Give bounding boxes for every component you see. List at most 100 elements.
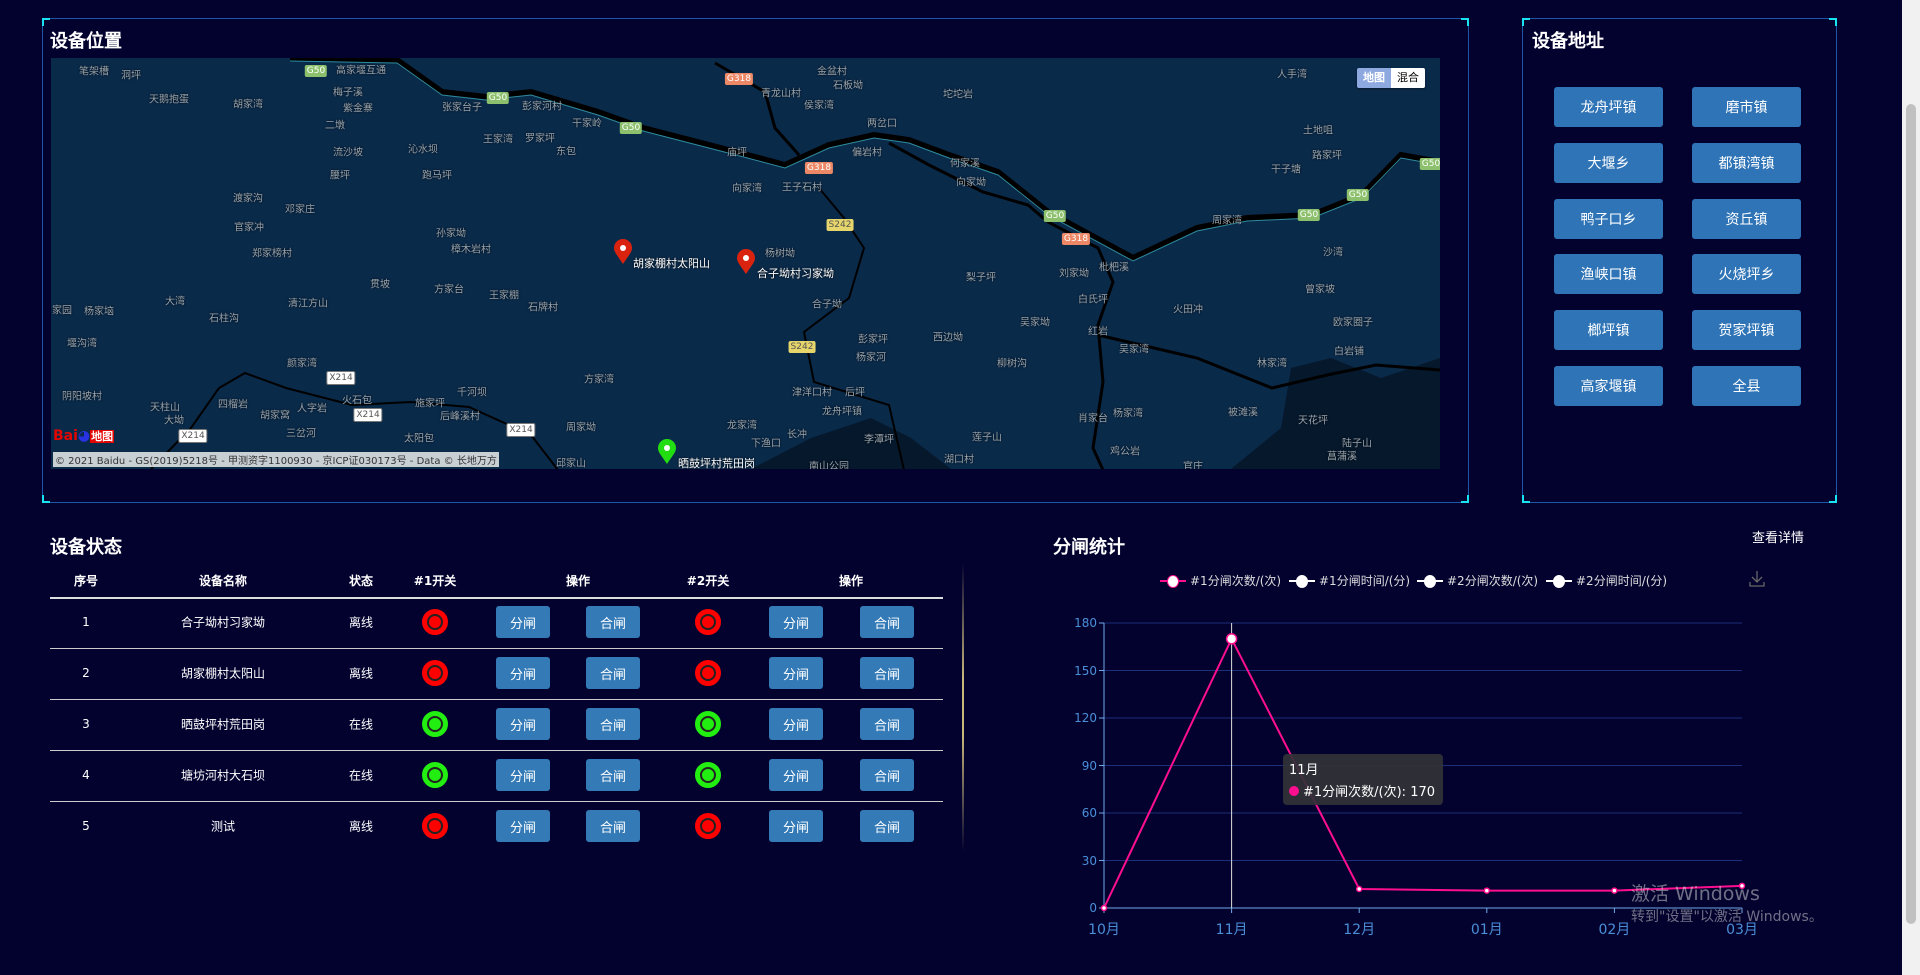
map-place-label: 沙湾 bbox=[1323, 247, 1343, 259]
data-point[interactable] bbox=[1738, 882, 1746, 890]
switch1-close-button[interactable]: 合闸 bbox=[586, 657, 640, 689]
switch1-close-button[interactable]: 合闸 bbox=[586, 708, 640, 740]
map-marker-label[interactable]: 胡家棚村太阳山 bbox=[633, 257, 710, 270]
row-device-name: 塘坊河村大石坝 bbox=[180, 768, 266, 783]
legend-label: #2分闸时间/(分) bbox=[1576, 574, 1668, 588]
row-index: 3 bbox=[82, 717, 90, 731]
row-divider bbox=[50, 648, 943, 649]
road-shield: G50 bbox=[486, 92, 510, 104]
map-place-label: 官家冲 bbox=[234, 222, 264, 234]
switch2-close-button[interactable]: 合闸 bbox=[860, 606, 914, 638]
map-place-label: 梨子坪 bbox=[966, 272, 996, 284]
switch1-open-button[interactable]: 分闸 bbox=[496, 657, 550, 689]
legend-item[interactable]: #1分闸时间/(分) bbox=[1289, 572, 1410, 589]
switch1-open-button[interactable]: 分闸 bbox=[496, 759, 550, 791]
map-place-label: 阴阳坡村 bbox=[62, 391, 102, 403]
switch2-close-button[interactable]: 合闸 bbox=[860, 657, 914, 689]
map-place-label: 鸡公岩 bbox=[1110, 446, 1140, 458]
address-button[interactable]: 鸭子口乡 bbox=[1554, 198, 1663, 239]
switch2-open-button[interactable]: 分闸 bbox=[769, 810, 823, 842]
switch1-close-button[interactable]: 合闸 bbox=[586, 759, 640, 791]
x-tick-label: 01月 bbox=[1470, 922, 1503, 938]
data-point[interactable] bbox=[1483, 887, 1491, 894]
col-header-action1: 操作 bbox=[565, 574, 591, 588]
map-place-label: 彭家坪 bbox=[858, 334, 888, 346]
map-place-label: 两岔口 bbox=[867, 118, 897, 130]
address-button[interactable]: 资丘镇 bbox=[1692, 198, 1801, 239]
switch1-close-button[interactable]: 合闸 bbox=[586, 810, 640, 842]
legend-item[interactable]: #1分闸次数/(次) bbox=[1160, 572, 1281, 589]
legend-item[interactable]: #2分闸次数/(次) bbox=[1417, 572, 1538, 589]
switch-indicator-sw1 bbox=[422, 609, 448, 635]
switch2-open-button[interactable]: 分闸 bbox=[769, 708, 823, 740]
map-place-label: 合子坳 bbox=[812, 299, 842, 311]
map-place-label: 金盆村 bbox=[817, 66, 847, 78]
map-type-map[interactable]: 地图 bbox=[1357, 68, 1391, 88]
map-place-label: 二墩 bbox=[325, 120, 345, 132]
address-button[interactable]: 大堰乡 bbox=[1554, 142, 1663, 183]
road bbox=[1097, 333, 1440, 390]
view-details-link[interactable]: 查看详情 bbox=[1752, 531, 1805, 546]
switch2-open-button[interactable]: 分闸 bbox=[769, 657, 823, 689]
map-marker-label[interactable]: 合子坳村习家坳 bbox=[757, 267, 834, 280]
address-button[interactable]: 渔峡口镇 bbox=[1554, 254, 1663, 295]
address-button[interactable]: 火烧坪乡 bbox=[1692, 254, 1801, 295]
address-button[interactable]: 龙舟坪镇 bbox=[1554, 87, 1663, 127]
address-button[interactable]: 高家堰镇 bbox=[1554, 366, 1663, 406]
map-marker-icon[interactable] bbox=[613, 239, 633, 265]
map-place-label: 洞坪 bbox=[121, 70, 141, 82]
scrollbar-thumb[interactable] bbox=[1906, 104, 1916, 924]
status-panel-title: 设备状态 bbox=[50, 537, 122, 558]
address-button[interactable]: 磨市镇 bbox=[1692, 87, 1801, 127]
col-header-switch2: #2开关 bbox=[686, 574, 730, 588]
download-icon[interactable] bbox=[1749, 570, 1765, 588]
switch2-open-button[interactable]: 分闸 bbox=[769, 759, 823, 791]
address-button[interactable]: 都镇湾镇 bbox=[1692, 142, 1801, 183]
map-type-hybrid[interactable]: 混合 bbox=[1391, 68, 1425, 88]
data-point[interactable] bbox=[1225, 633, 1238, 645]
map-marker-label[interactable]: 晒鼓坪村荒田岗 bbox=[678, 457, 755, 469]
stats-panel-title: 分闸统计 bbox=[1053, 537, 1125, 558]
windows-activation-hint: 转到"设置"以激活 Windows。 bbox=[1631, 909, 1823, 925]
switch1-close-button[interactable]: 合闸 bbox=[586, 606, 640, 638]
row-device-name: 合子坳村习家坳 bbox=[180, 615, 266, 630]
switch2-close-button[interactable]: 合闸 bbox=[860, 759, 914, 791]
address-button[interactable]: 榔坪镇 bbox=[1554, 310, 1663, 351]
legend-marker-icon bbox=[1546, 574, 1572, 588]
legend-marker-icon bbox=[1160, 574, 1186, 588]
series-line bbox=[1103, 636, 1743, 909]
legend-label: #1分闸时间/(分) bbox=[1319, 574, 1411, 588]
map-marker-icon[interactable] bbox=[657, 439, 677, 465]
address-button[interactable]: 全县 bbox=[1692, 366, 1801, 406]
map-place-label: 吴家坳 bbox=[1020, 317, 1050, 329]
map-type-toggle[interactable]: 地图 混合 bbox=[1357, 68, 1425, 88]
address-button[interactable]: 贺家坪镇 bbox=[1692, 310, 1801, 351]
switch-indicator-sw2 bbox=[695, 813, 721, 839]
map-place-label: 西边坳 bbox=[933, 332, 963, 344]
switch2-close-button[interactable]: 合闸 bbox=[860, 810, 914, 842]
map-place-label: 龙舟坪镇 bbox=[822, 406, 862, 418]
map-place-label: 被滩溪 bbox=[1228, 407, 1258, 419]
map-place-label: 堰沟湾 bbox=[67, 338, 97, 350]
map-place-label: 湖口村 bbox=[944, 454, 974, 466]
switch2-close-button[interactable]: 合闸 bbox=[860, 708, 914, 740]
map-place-label: 向家坳 bbox=[956, 177, 986, 189]
map-place-label: 梅子溪 bbox=[333, 87, 363, 99]
switch2-open-button[interactable]: 分闸 bbox=[769, 606, 823, 638]
switch1-open-button[interactable]: 分闸 bbox=[496, 708, 550, 740]
row-device-name: 测试 bbox=[210, 819, 236, 834]
page-scrollbar[interactable] bbox=[1902, 0, 1920, 975]
legend-item[interactable]: #2分闸时间/(分) bbox=[1546, 572, 1667, 589]
switch1-open-button[interactable]: 分闸 bbox=[496, 606, 550, 638]
map-place-label: 枇杷溪 bbox=[1099, 262, 1129, 274]
switch1-open-button[interactable]: 分闸 bbox=[496, 810, 550, 842]
row-index: 5 bbox=[82, 819, 90, 833]
data-point[interactable] bbox=[1100, 904, 1108, 912]
data-point[interactable] bbox=[1355, 885, 1363, 893]
baidu-map[interactable]: 笔架槽 洞坪 天鹅抱蛋 胡家湾 高家堰互通 梅子溪 紫金寨 二墩 张家台子 彭家河村 干家岭 王家湾罗… bbox=[51, 58, 1440, 469]
row-divider bbox=[50, 750, 943, 751]
data-point[interactable] bbox=[1611, 887, 1618, 894]
map-place-label: 孙家坳 bbox=[436, 228, 466, 240]
tooltip-value: #1分闸次数/(次): 170 bbox=[1303, 785, 1436, 800]
map-marker-icon[interactable] bbox=[736, 249, 756, 275]
